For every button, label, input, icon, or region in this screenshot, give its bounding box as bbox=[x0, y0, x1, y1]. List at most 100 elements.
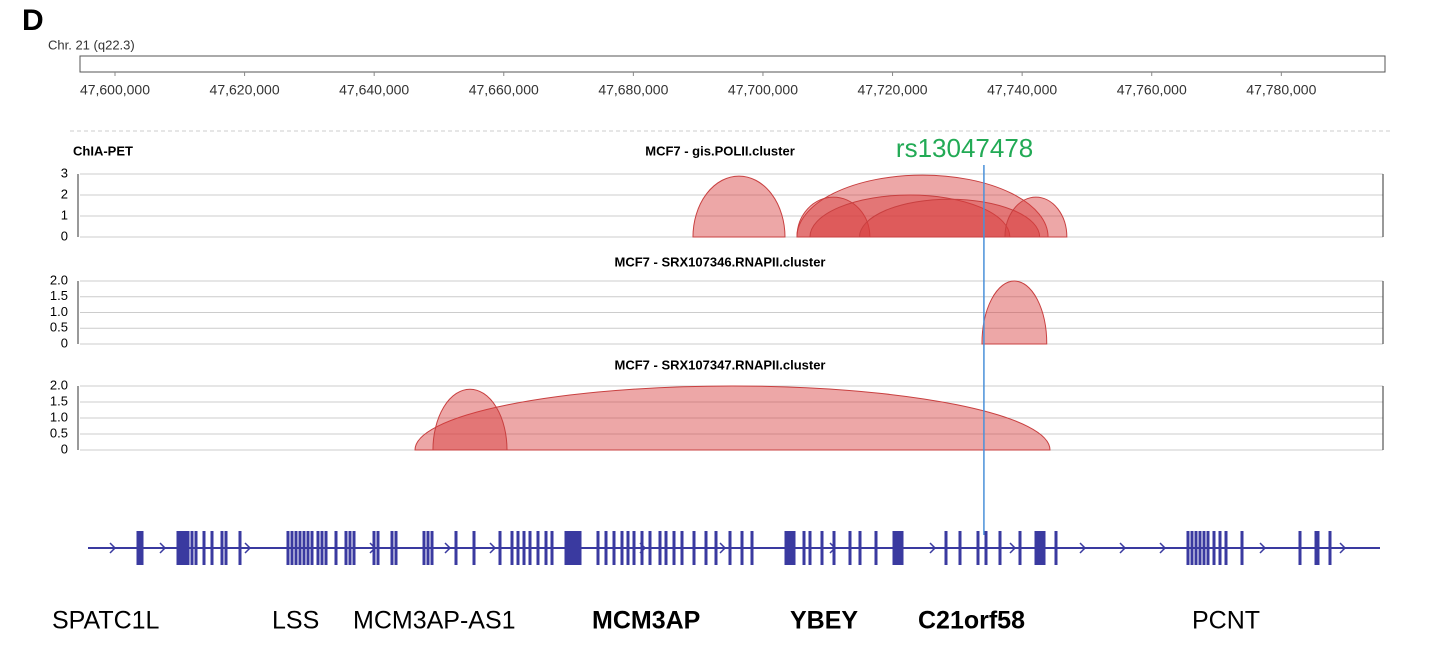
exon bbox=[570, 531, 574, 565]
exon bbox=[510, 531, 514, 565]
x-tick-label: 47,600,000 bbox=[80, 82, 150, 98]
panel-label: D bbox=[22, 4, 44, 37]
gene-name: C21orf58 bbox=[918, 607, 1025, 635]
exon bbox=[202, 531, 206, 565]
arc bbox=[432, 388, 508, 451]
y-tick-label: 1.5 bbox=[50, 288, 68, 303]
y-tick-label: 2.0 bbox=[50, 377, 68, 392]
exon bbox=[858, 531, 862, 565]
exon bbox=[612, 531, 616, 565]
arc bbox=[858, 198, 1041, 238]
exon bbox=[648, 531, 652, 565]
exon bbox=[320, 531, 324, 565]
exon bbox=[316, 531, 320, 565]
exon bbox=[596, 531, 600, 565]
exon bbox=[550, 531, 554, 565]
arc bbox=[414, 385, 1051, 451]
arc bbox=[809, 194, 1011, 238]
exon bbox=[680, 531, 684, 565]
exon bbox=[1298, 531, 1302, 565]
y-tick-label: 1.0 bbox=[50, 409, 68, 424]
exon bbox=[672, 531, 676, 565]
exon bbox=[566, 531, 570, 565]
x-tick-label: 47,740,000 bbox=[987, 82, 1057, 98]
chromosome: Chr. 21 (q22.3) bbox=[48, 37, 135, 52]
exon bbox=[620, 531, 624, 565]
exon bbox=[658, 531, 662, 565]
y-tick-label: 1.0 bbox=[50, 304, 68, 319]
exon bbox=[728, 531, 732, 565]
strand-arrow bbox=[244, 542, 252, 554]
exon bbox=[664, 531, 668, 565]
exon bbox=[784, 531, 788, 565]
strand-arrow bbox=[1339, 542, 1347, 554]
exon bbox=[210, 531, 214, 565]
exon bbox=[1018, 531, 1022, 565]
exon bbox=[1328, 531, 1332, 565]
exon bbox=[704, 531, 708, 565]
y-tick-label: 0 bbox=[61, 441, 68, 456]
exon bbox=[1186, 531, 1190, 565]
exon bbox=[632, 531, 636, 565]
exon bbox=[984, 531, 988, 565]
exon bbox=[302, 531, 306, 565]
strand-arrow bbox=[1119, 542, 1127, 554]
exon bbox=[348, 531, 352, 565]
exon bbox=[958, 531, 962, 565]
exon bbox=[472, 531, 476, 565]
exon bbox=[522, 531, 526, 565]
exon bbox=[310, 531, 314, 565]
exon bbox=[564, 531, 568, 565]
exon bbox=[306, 531, 310, 565]
exon bbox=[1198, 531, 1202, 565]
exon bbox=[498, 531, 502, 565]
exon bbox=[344, 531, 348, 565]
exon bbox=[1040, 531, 1044, 565]
strand-arrow bbox=[159, 542, 167, 554]
exon bbox=[290, 531, 294, 565]
exon bbox=[516, 531, 520, 565]
strand-arrow bbox=[1079, 542, 1087, 554]
exon bbox=[578, 531, 582, 565]
x-tick-label: 47,780,000 bbox=[1246, 82, 1316, 98]
exon bbox=[536, 531, 540, 565]
exon bbox=[900, 531, 904, 565]
exon bbox=[294, 531, 298, 565]
exon bbox=[808, 531, 812, 565]
exon bbox=[422, 531, 426, 565]
exon bbox=[1316, 531, 1320, 565]
exon bbox=[1206, 531, 1210, 565]
exon bbox=[430, 531, 434, 565]
strand-arrow bbox=[1009, 542, 1017, 554]
exon bbox=[176, 531, 180, 565]
exon bbox=[138, 531, 142, 565]
exon bbox=[750, 531, 754, 565]
track-group: ChIA-PET bbox=[73, 143, 133, 158]
exon bbox=[1224, 531, 1228, 565]
exon bbox=[376, 531, 380, 565]
exon bbox=[544, 531, 548, 565]
x-tick-label: 47,660,000 bbox=[469, 82, 539, 98]
arc bbox=[981, 281, 1048, 345]
strand-arrow bbox=[369, 542, 377, 554]
x-tick-label: 47,680,000 bbox=[598, 82, 668, 98]
exon bbox=[178, 531, 182, 565]
track-title: MCF7 - SRX107346.RNAPII.cluster bbox=[615, 254, 826, 269]
exon bbox=[998, 531, 1002, 565]
exon bbox=[186, 531, 190, 565]
exon bbox=[454, 531, 458, 565]
exon bbox=[390, 531, 394, 565]
exon bbox=[892, 531, 896, 565]
strand-arrow bbox=[719, 542, 727, 554]
track-title: MCF7 - gis.POLII.cluster bbox=[645, 143, 795, 158]
exon bbox=[792, 531, 796, 565]
exon bbox=[224, 531, 228, 565]
exon bbox=[324, 531, 328, 565]
exon bbox=[1202, 531, 1206, 565]
exon bbox=[1036, 531, 1040, 565]
exon bbox=[1218, 531, 1222, 565]
exon bbox=[298, 531, 302, 565]
exon bbox=[220, 531, 224, 565]
exon bbox=[334, 531, 338, 565]
exon bbox=[874, 531, 878, 565]
